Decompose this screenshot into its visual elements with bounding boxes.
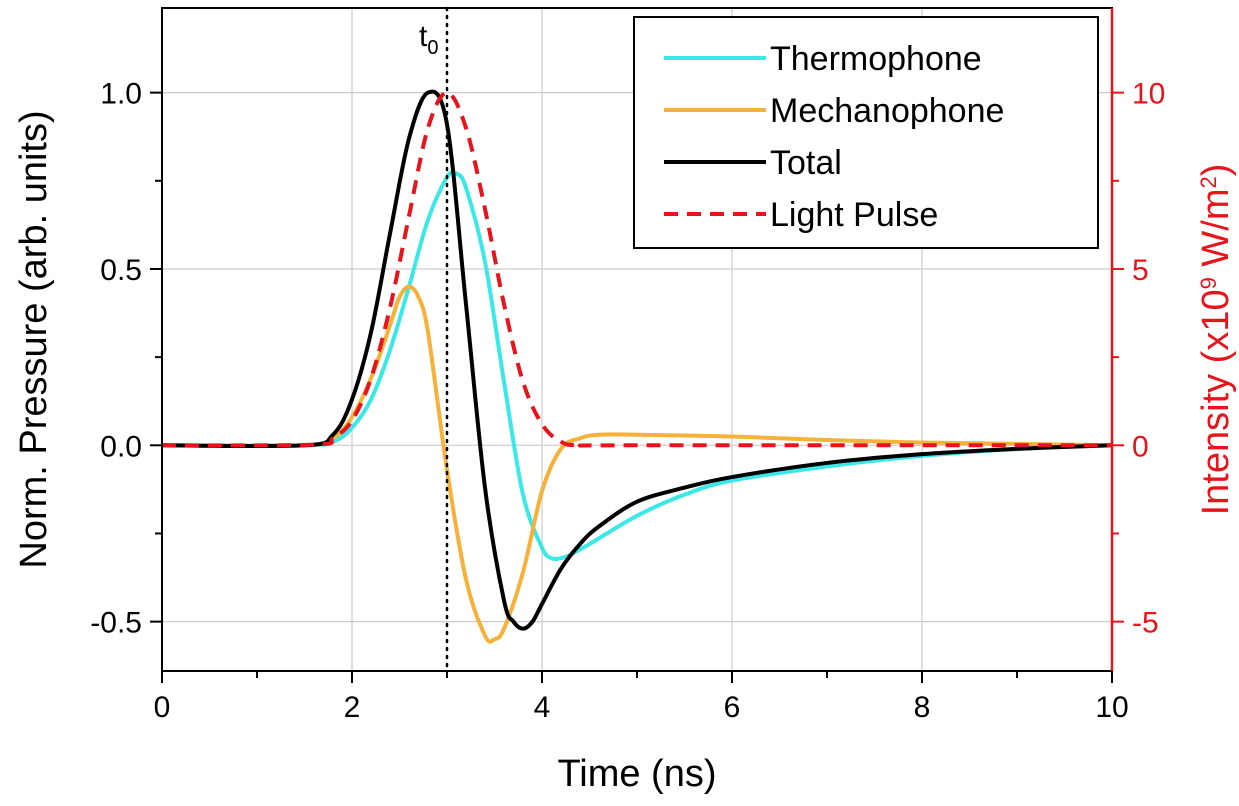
x-tick-label: 0 [154,691,171,724]
legend-label: Mechanophone [770,92,1004,130]
y2-tick-label: -5 [1132,607,1159,640]
series-line-light-pulse [161,90,1112,448]
y2-title-base: Intensity (x10 [1195,289,1237,515]
legend-label: Thermophone [770,40,982,78]
series-line-thermophone [161,169,1113,562]
legend-label: Total [770,144,842,182]
legend: Thermophone Mechanophone Total Light Pulse [633,16,1099,249]
ticks-layer: 0 2 4 6 8 10 -0.5 0.0 0.5 1.0 -5 0 5 10 [90,78,1165,724]
y2-axis-title: Intensity (x109 W/m2) [1195,164,1237,516]
series-layer [161,89,1113,644]
annotation-layer: t0 [419,6,449,673]
y-tick-label: 1.0 [100,78,142,111]
x-tick-label: 2 [344,691,361,724]
y2-tick-label: 10 [1132,78,1165,111]
y2-tick-label: 5 [1132,254,1149,287]
y2-title-close: ) [1195,164,1237,177]
x-axis-title: Time (ns) [557,753,716,795]
annotation-label-t0: t0 [419,20,438,59]
x-tick-label: 10 [1095,691,1128,724]
legend-box [633,16,1099,249]
y-axis-title: Norm. Pressure (arb. units) [13,110,55,568]
series-line-mechanophone [161,284,1113,644]
y-tick-label: 0.0 [100,430,142,463]
x-tick-label: 8 [914,691,931,724]
x-tick-label: 4 [534,691,551,724]
y2-tick-label: 0 [1132,430,1149,463]
y2-title-unit: W/m [1195,189,1237,278]
y-tick-label: -0.5 [90,607,142,640]
x-tick-label: 6 [724,691,741,724]
legend-label: Light Pulse [770,196,938,234]
y-tick-label: 0.5 [100,254,142,287]
y2-title-unit-exp: 2 [1196,176,1221,188]
series-line-total [161,89,1113,631]
y2-title-exp: 9 [1196,277,1221,289]
